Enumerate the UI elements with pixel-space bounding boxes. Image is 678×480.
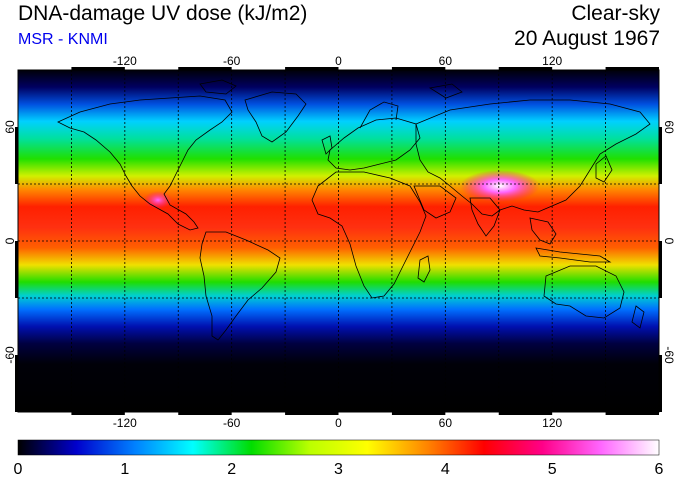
- lon-tick-label-bottom: 60: [439, 416, 453, 430]
- colorbar-tick-label: 1: [120, 461, 129, 478]
- border-bar-left: [15, 241, 18, 298]
- colorbar-tick-label: 2: [227, 461, 236, 478]
- longitude-top-labels: -120 -60 0 60 120: [113, 54, 563, 68]
- lon-tick-label-bottom: 120: [542, 416, 562, 430]
- lat-tick-label-right: -60: [662, 346, 676, 364]
- lat-tick-label-left: 60: [3, 120, 17, 134]
- border-bar-left: [15, 355, 18, 412]
- latitude-left-labels: -60 0 60: [3, 120, 17, 364]
- border-bar-bottom: [391, 412, 446, 415]
- lon-tick-label-top: 0: [335, 54, 342, 68]
- colorbar-tick-label: 3: [334, 461, 343, 478]
- border-bar-bottom: [498, 412, 553, 415]
- lon-tick-label-top: 60: [439, 54, 453, 68]
- latitude-right-labels: -60 0 60: [662, 120, 676, 364]
- map-border-bars: [15, 67, 662, 415]
- border-bar-top: [71, 67, 125, 70]
- lat-tick-label-left: 0: [3, 237, 17, 244]
- border-bar-bottom: [178, 412, 232, 415]
- border-bar-top: [605, 67, 659, 70]
- lon-tick-label-bottom: -120: [113, 416, 137, 430]
- border-bar-right: [659, 355, 662, 412]
- dashed-gridlines: [18, 70, 659, 412]
- border-bar-top: [285, 67, 339, 70]
- lon-tick-label-bottom: 0: [335, 416, 342, 430]
- date-label: 20 August 1967: [514, 27, 660, 50]
- andes-high-dose-region: [144, 191, 172, 209]
- tibet-high-dose-region: [460, 170, 540, 202]
- border-bar-bottom: [605, 412, 659, 415]
- border-bar-top: [391, 67, 446, 70]
- colorbar: [17, 439, 660, 456]
- lon-tick-label-top: -120: [113, 54, 137, 68]
- border-bar-left: [15, 127, 18, 184]
- map-title: DNA-damage UV dose (kJ/m2): [18, 2, 308, 25]
- lat-tick-label-left: -60: [3, 346, 17, 364]
- colorbar-tick-label: 0: [14, 461, 23, 478]
- colorbar-tick-label: 5: [548, 461, 557, 478]
- border-bar-bottom: [285, 412, 339, 415]
- border-bar-top: [178, 67, 232, 70]
- longitude-bottom-labels: -120 -60 0 60 120: [113, 416, 563, 430]
- lon-tick-label-top: 120: [542, 54, 562, 68]
- colorbar-tick-labels: 0 1 2 3 4 5 6: [14, 461, 664, 478]
- border-bar-bottom: [71, 412, 125, 415]
- border-bar-top: [498, 67, 553, 70]
- lat-tick-label-right: 60: [662, 120, 676, 134]
- sky-condition-label: Clear-sky: [571, 2, 660, 25]
- lat-tick-label-right: 0: [662, 238, 676, 245]
- source-label: MSR - KNMI: [18, 31, 108, 48]
- colorbar-tick-label: 4: [441, 461, 450, 478]
- border-bar-right: [659, 127, 662, 184]
- border-bar-right: [659, 241, 662, 298]
- lon-tick-label-bottom: -60: [223, 416, 241, 430]
- colorbar-tick-label: 6: [655, 461, 664, 478]
- lon-tick-label-top: -60: [223, 54, 241, 68]
